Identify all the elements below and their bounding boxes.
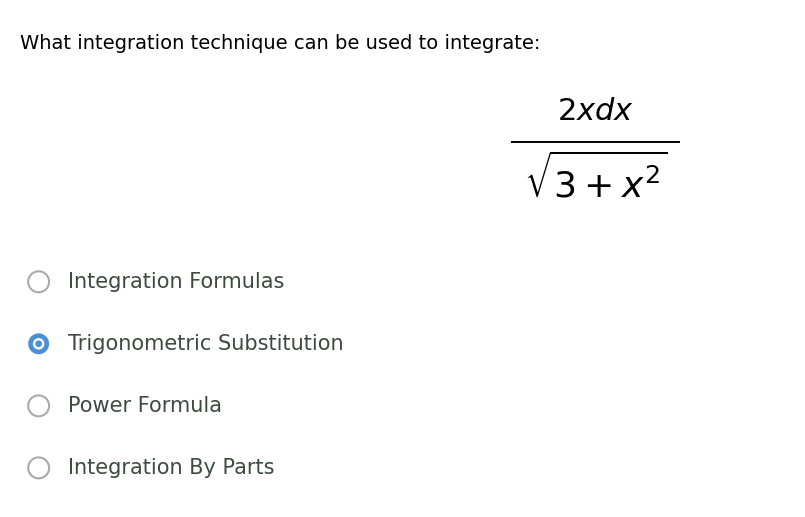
- Text: Trigonometric Substitution: Trigonometric Substitution: [68, 334, 344, 354]
- Ellipse shape: [33, 338, 44, 349]
- Ellipse shape: [35, 341, 42, 347]
- Text: Power Formula: Power Formula: [68, 396, 222, 416]
- Text: What integration technique can be used to integrate:: What integration technique can be used t…: [20, 34, 540, 53]
- Ellipse shape: [28, 271, 49, 292]
- Text: $2xdx$: $2xdx$: [557, 97, 634, 126]
- Text: Integration By Parts: Integration By Parts: [68, 458, 275, 478]
- Ellipse shape: [28, 333, 49, 354]
- Text: Integration Formulas: Integration Formulas: [68, 272, 285, 292]
- Ellipse shape: [28, 458, 49, 478]
- Ellipse shape: [28, 396, 49, 416]
- Text: $\sqrt{3+x^2}$: $\sqrt{3+x^2}$: [524, 153, 667, 204]
